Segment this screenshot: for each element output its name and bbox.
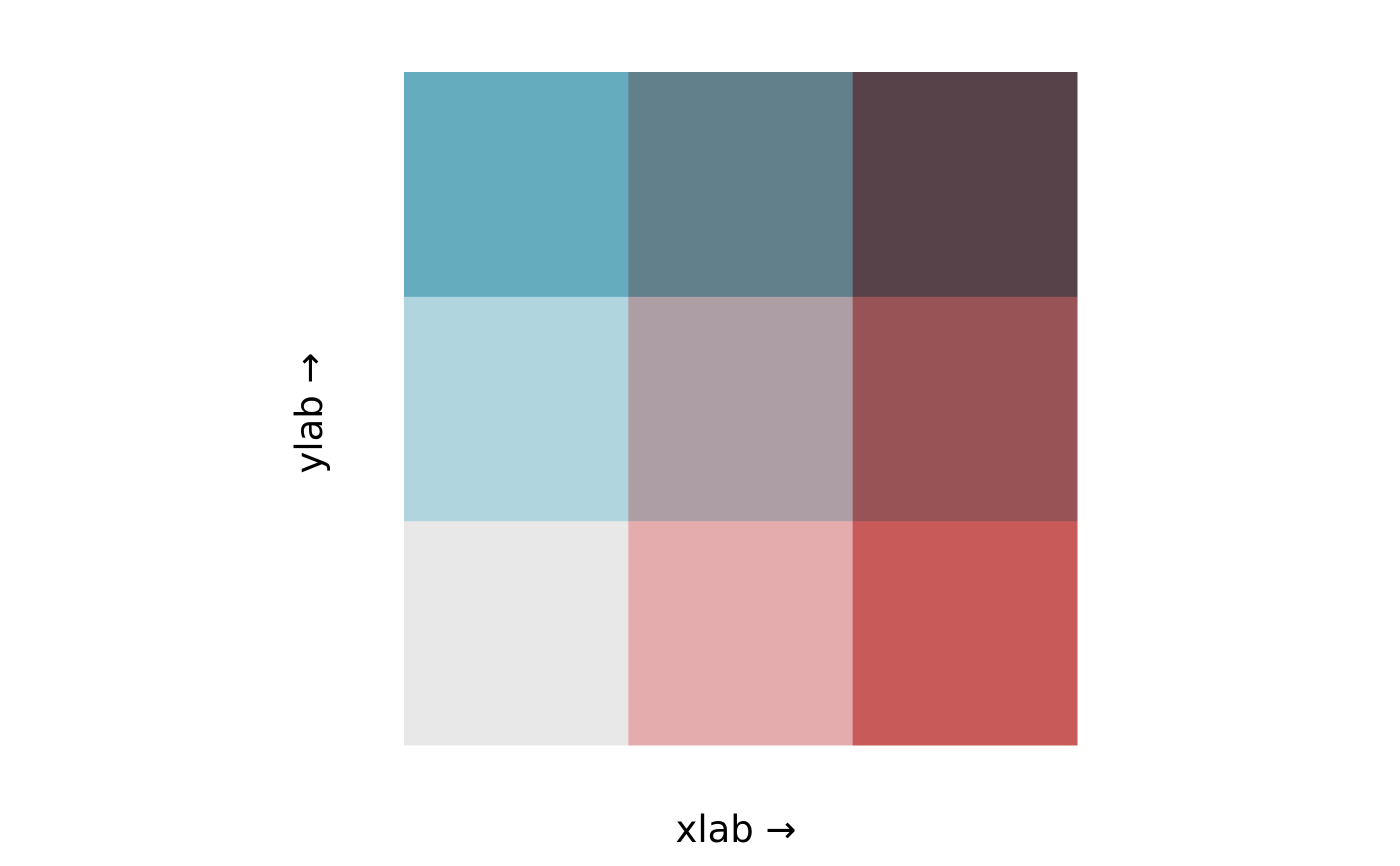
heatmap-cell-1-3 <box>404 72 629 297</box>
heatmap-cell-2-1 <box>628 521 853 746</box>
heatmap-cell-1-2 <box>404 296 629 521</box>
y-axis-label: ylab → <box>288 352 331 473</box>
heatmap-cell-2-2 <box>628 296 853 521</box>
x-axis-label: xlab → <box>675 808 796 851</box>
heatmap-cell-3-1 <box>853 521 1078 746</box>
heatmap-cell-2-3 <box>628 72 853 297</box>
heatmap-cell-1-1 <box>404 521 629 746</box>
heatmap-cell-3-2 <box>853 296 1078 521</box>
heatmap-cell-3-3 <box>853 72 1078 297</box>
heatmap-cells <box>404 72 1078 746</box>
